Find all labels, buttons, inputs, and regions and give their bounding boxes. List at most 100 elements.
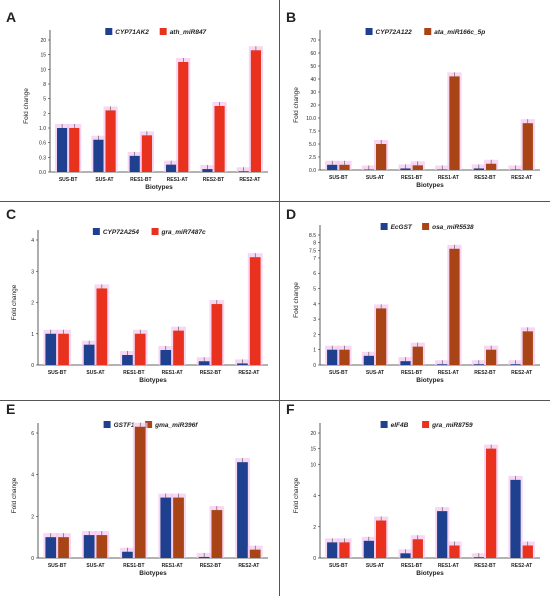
legend-label-1: eIF4B [391, 422, 409, 429]
y-tick-label: 1.0 [39, 126, 46, 132]
bar-osa_miR5538-RES2-BT [486, 349, 497, 365]
y-tick-label: 7 [313, 256, 316, 262]
panel-label: A [6, 9, 16, 25]
bar-EcGST-SUS-BT [327, 349, 338, 365]
y-axis-title: Fold change [11, 477, 18, 513]
bar-GSTF1-SUS-AT [83, 535, 95, 558]
y-tick-label: 8.5 [309, 233, 316, 239]
legend-swatch-1 [365, 28, 373, 35]
bar-ath_miR847-RES1-AT [178, 62, 189, 172]
bar-eIF4B-RES1-BT [400, 553, 411, 558]
y-tick-label: 7.5 [309, 129, 316, 135]
y-tick-label: 0.3 [39, 155, 46, 161]
bar-gma_miR396f-SUS-BT [58, 537, 69, 558]
bar-CYP72A122-SUS-BT [327, 164, 338, 170]
legend-swatch-2 [145, 421, 153, 428]
bar-ath_miR847-RES2-AT [250, 50, 262, 173]
legend-swatch-2 [151, 228, 159, 235]
x-axis-title: Biotypes [416, 570, 444, 577]
bar-gra_miR8759-SUS-AT [376, 520, 387, 558]
bar-gra_miR7487c-SUS-AT [96, 288, 108, 365]
bar-gra_miR7487c-RES2-BT [211, 304, 223, 365]
x-tick-label: RES1-BT [123, 563, 144, 569]
bar-osa_miR5538-RES2-AT [522, 331, 533, 365]
bar-osa_miR5538-SUS-BT [339, 349, 350, 365]
x-tick-label: SUS-AT [366, 563, 384, 569]
bar-GSTF1-RES2-AT [237, 462, 248, 558]
bar-eIF4B-SUS-AT [363, 540, 374, 558]
y-tick-label: 2 [313, 332, 316, 338]
bar-ata_miR166c_5p-RES1-BT [412, 165, 423, 170]
x-tick-label: RES1-AT [438, 175, 459, 181]
bar-GSTF1-RES1-BT [122, 551, 133, 558]
bar-GSTF1-RES2-BT [198, 556, 210, 558]
y-tick-label: 0.0 [39, 170, 46, 176]
y-tick-label: 20 [310, 103, 316, 109]
x-tick-label: RES2-AT [511, 175, 532, 181]
legend-swatch-2 [159, 28, 167, 35]
panel-E: E GSTF1 gma_miR396f 0 2 4 6 Fold change SUS-BT SU… [6, 401, 268, 577]
x-tick-label: RES1-AT [438, 370, 459, 376]
bar-gma_miR396f-RES1-BT [134, 426, 146, 558]
y-tick-label: 2 [43, 111, 46, 117]
x-tick-label: RES2-AT [511, 370, 532, 376]
bar-eIF4B-SUS-BT [327, 542, 338, 558]
bar-gra_miR8759-RES2-AT [522, 545, 533, 558]
x-axis-title: Biotypes [139, 377, 167, 384]
bar-gra_miR7487c-RES2-AT [249, 257, 261, 365]
panel-label: B [286, 9, 296, 25]
bar-osa_miR5538-RES1-BT [412, 346, 423, 365]
panel-label: F [286, 401, 295, 417]
bar-ath_miR847-RES2-BT [214, 106, 225, 172]
panel-C: C CYP72A254 gra_miR7487c 0 1 2 3 4 Fold change SU… [6, 206, 268, 384]
panel-label: E [6, 401, 15, 417]
panel-B: B CYP72A122 ata_miR166c_5p 0.0 2.5 5.0 7.5 10.0… [286, 9, 540, 189]
bar-ata_miR166c_5p-SUS-BT [339, 164, 350, 170]
bar-gra_miR8759-RES2-BT [486, 448, 497, 558]
bar-CYP72A122-RES1-BT [400, 168, 411, 170]
bar-gra_miR8759-RES1-BT [412, 539, 423, 558]
y-axis-title: Fold change [293, 282, 300, 318]
bar-eIF4B-RES1-AT [437, 511, 448, 558]
y-tick-label: 15 [310, 447, 316, 453]
bar-CYP72A254-SUS-BT [45, 333, 57, 365]
y-axis-title: Fold change [293, 87, 300, 123]
x-tick-label: RES2-AT [238, 370, 259, 376]
y-tick-label: 70 [310, 38, 316, 44]
x-tick-label: SUS-AT [366, 175, 384, 181]
y-tick-label: 20 [310, 431, 316, 437]
legend-swatch-2 [422, 421, 430, 428]
x-tick-label: SUS-BT [329, 175, 348, 181]
vertical-divider [279, 0, 280, 596]
bar-gra_miR8759-RES1-AT [449, 545, 460, 558]
panel-A: A CYP71AK2 ath_miR847 0.0 0.3 0.6 1.0 2 5 8 10 15 20… [6, 9, 268, 191]
bar-gma_miR396f-RES2-AT [249, 549, 261, 558]
bar-gma_miR396f-SUS-AT [96, 535, 108, 558]
x-tick-label: SUS-BT [48, 370, 67, 376]
x-tick-label: RES2-AT [238, 563, 259, 569]
x-tick-label: SUS-BT [59, 177, 78, 183]
bar-osa_miR5538-SUS-AT [376, 308, 387, 365]
bar-ath_miR847-SUS-AT [105, 110, 116, 172]
legend-label-2: gra_miR8759 [431, 422, 473, 429]
y-tick-label: 20 [40, 38, 46, 44]
bar-CYP71AK2-RES1-BT [129, 155, 140, 172]
bar-gra_miR7487c-RES1-BT [134, 333, 146, 365]
legend-label-2: ata_miR166c_5p [434, 29, 485, 36]
x-tick-label: RES1-AT [162, 563, 183, 569]
x-tick-label: SUS-AT [86, 563, 104, 569]
x-axis-title: Biotypes [416, 377, 444, 384]
y-tick-label: 0 [31, 556, 34, 562]
legend-swatch-1 [380, 223, 388, 230]
y-tick-label: 0 [313, 556, 316, 562]
bar-gra_miR8759-SUS-BT [339, 542, 350, 558]
x-tick-label: RES2-AT [511, 563, 532, 569]
legend-label-1: GSTF1 [114, 422, 135, 429]
bar-CYP72A254-RES2-AT [237, 363, 248, 365]
bar-ath_miR847-RES1-BT [141, 135, 153, 172]
x-tick-label: SUS-AT [366, 370, 384, 376]
x-tick-label: RES1-AT [438, 563, 459, 569]
x-tick-label: RES1-BT [401, 370, 422, 376]
legend-label-1: CYP72A254 [103, 229, 140, 236]
